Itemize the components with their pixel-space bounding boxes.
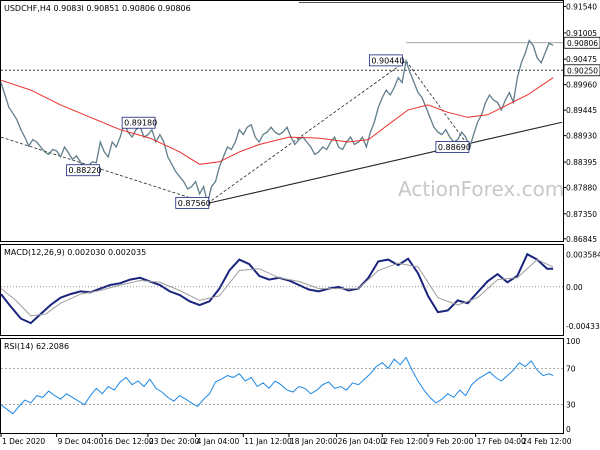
x-tick-label: 17 Feb 04:00: [477, 437, 526, 446]
rsi-layer: 100 70 30 0: [0, 337, 581, 434]
macd-y-tick-label: 0.003584: [566, 250, 600, 259]
current-price-box: [563, 36, 600, 49]
price-y-tick-label: 0.87880: [566, 184, 597, 193]
annotation-text: 0.88220: [69, 166, 102, 175]
rsi-series: [0, 356, 554, 415]
annotation-0.89180: 0.89180: [121, 116, 157, 129]
macd-pane-title: MACD(12,26,9) 0.002030 0.002035: [4, 248, 146, 257]
rsi-y-tick-label: 0: [566, 425, 571, 434]
annotation-text: 0.88690: [438, 143, 471, 152]
annotation-box: [175, 196, 210, 209]
x-tick-label: 26 Jan 04:00: [338, 437, 386, 446]
support-price-label: 0.90250: [567, 66, 598, 75]
price-y-tick-label: 0.91005: [566, 29, 597, 38]
x-tick-label: 18 Jan 20:00: [290, 437, 338, 446]
annotation-0.90440: 0.90440: [368, 54, 404, 67]
x-tick-label: 1 Dec 2020: [2, 437, 45, 446]
price-layer: FE 100.0 0.89180 0.88220 0.87560 0.90440 0.88…: [0, 0, 600, 244]
rsi-y-tick-label: 70: [566, 364, 576, 373]
annotation-text: 0.89180: [124, 119, 157, 128]
watermark: ActionForex.com: [398, 177, 564, 201]
rsi-pane-frame: [0, 338, 564, 434]
rsi-y-tick-label: 30: [566, 401, 576, 410]
annotation-0.88220: 0.88220: [66, 164, 102, 177]
x-tick-label: 9 Dec 04:00: [58, 437, 104, 446]
annotation-0.87560: 0.87560: [175, 196, 211, 209]
current-price-label: 0.90806: [567, 39, 598, 48]
macd-y-tick-label: 0.00: [566, 283, 583, 292]
price-y-tick-label: 0.88930: [566, 132, 597, 141]
x-tick-label: 16 Dec 12:00: [103, 437, 154, 446]
annotation-box: [435, 141, 470, 153]
price-y-tick-label: 0.86845: [566, 235, 597, 244]
price-series: [0, 39, 554, 204]
price-pane-title: USDCHF,H4 0.9083I 0.90851 0.90806 0.9080…: [4, 4, 191, 13]
price-y-tick-label: 0.87350: [566, 210, 597, 219]
trendline-4: [405, 60, 470, 148]
annotation-box: [121, 116, 156, 129]
annotation-text: 0.90440: [371, 56, 404, 65]
x-tick-label: 2 Feb 12:00: [383, 437, 428, 446]
price-y-tick-label: 0.88395: [566, 158, 597, 167]
moving-average-series: [0, 77, 554, 165]
x-tick-label: 24 Feb 12:00: [522, 437, 571, 446]
annotation-box: [66, 164, 100, 177]
rsi-pane-title: RSI(14) 62.2086: [4, 342, 69, 351]
price-y-tick-label: 0.89960: [566, 81, 597, 90]
support-price-box: [563, 64, 600, 77]
price-y-tick-label: 0.89445: [566, 106, 597, 115]
x-tick-label: 11 Jan 12:00: [244, 437, 292, 446]
price-y-tick-label: 0.91540: [566, 2, 597, 11]
x-tick-label: 23 Dec 20:00: [149, 437, 200, 446]
x-tick-label: 4 Jan 04:00: [197, 437, 240, 446]
fe-100-label: FE 100.0: [515, 0, 550, 1]
macd-pane-frame: [0, 244, 564, 336]
macd-macd-series: [0, 252, 554, 325]
trendline-1: [207, 121, 563, 204]
rsi-y-tick-label: 100: [566, 337, 581, 346]
annotation-text: 0.87560: [178, 199, 211, 208]
annotation-box: [368, 54, 403, 67]
price-pane-frame: [0, 0, 564, 242]
x-tick-label: 9 Feb 20:00: [429, 437, 474, 446]
macd-signal-series: [0, 259, 554, 317]
annotation-0.88690: 0.88690: [435, 141, 471, 153]
price-y-tick-label: 0.90475: [566, 55, 597, 64]
trendline-3: [207, 60, 407, 204]
trendline-2: [0, 136, 208, 204]
